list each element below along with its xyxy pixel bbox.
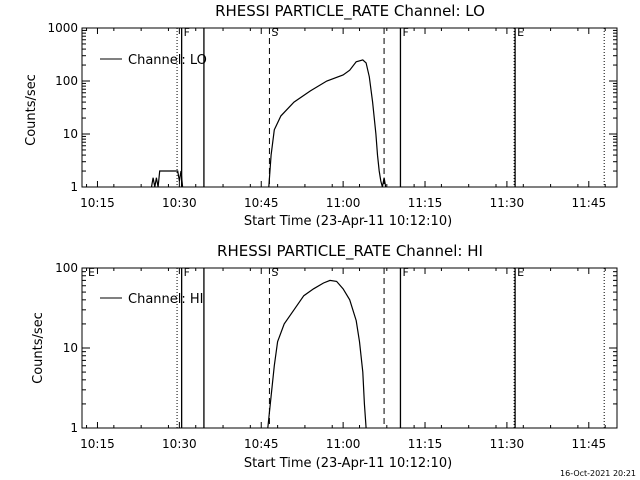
series-line xyxy=(267,279,367,429)
legend-label: Channel: HI xyxy=(128,292,204,307)
x-tick-label: 11:00 xyxy=(326,196,361,210)
x-tick-label: 11:45 xyxy=(572,196,607,210)
chart-panel-hi: RHESSI PARTICLE_RATE Channel: HI Counts/… xyxy=(31,242,618,471)
x-tick-label: 11:30 xyxy=(490,196,525,210)
x-tick-label: 10:30 xyxy=(162,196,197,210)
y-tick-label: 1 xyxy=(70,180,78,194)
y-tick-label: 1000 xyxy=(47,21,78,35)
y-tick-label: 10 xyxy=(63,341,78,355)
x-tick-label: 11:45 xyxy=(572,437,607,451)
series-line xyxy=(268,59,387,188)
y-axis-label: Counts/sec xyxy=(24,74,39,146)
chart-title: RHESSI PARTICLE_RATE Channel: HI xyxy=(217,242,483,261)
marker-label: F xyxy=(184,266,190,279)
marker-label: S xyxy=(271,266,278,279)
x-tick-label: 10:15 xyxy=(80,196,115,210)
x-tick-label: 11:15 xyxy=(408,196,443,210)
marker-label: E xyxy=(517,26,524,39)
marker-label: F xyxy=(402,266,408,279)
marker-label: S xyxy=(271,26,278,39)
x-tick-label: 10:45 xyxy=(244,437,279,451)
x-tick-label: 10:15 xyxy=(80,437,115,451)
plot-frame-rect xyxy=(81,27,618,188)
x-tick-label: 10:30 xyxy=(162,437,197,451)
series-line xyxy=(150,170,184,188)
x-tick-label: 10:45 xyxy=(244,196,279,210)
marker-label: F xyxy=(402,26,408,39)
y-tick-label: 100 xyxy=(55,261,78,275)
y-axis-label: Counts/sec xyxy=(31,312,46,384)
chart-title: RHESSI PARTICLE_RATE Channel: LO xyxy=(215,2,485,21)
x-tick-label: 11:00 xyxy=(326,437,361,451)
y-tick-label: 100 xyxy=(55,74,78,88)
x-tick-label: 11:30 xyxy=(490,437,525,451)
x-axis-label: Start Time (23-Apr-11 10:12:10) xyxy=(244,214,452,229)
timestamp-stamp: 16-Oct-2021 20:21 xyxy=(560,469,636,478)
legend-label: Channel: LO xyxy=(128,53,207,68)
marker-label: E xyxy=(517,266,524,279)
x-tick-label: 11:15 xyxy=(408,437,443,451)
marker-label: E xyxy=(88,266,95,279)
marker-label: F xyxy=(184,26,190,39)
y-tick-label: 10 xyxy=(63,127,78,141)
x-axis-label: Start Time (23-Apr-11 10:12:10) xyxy=(244,456,452,471)
y-tick-label: 1 xyxy=(70,421,78,435)
chart-panel-lo: RHESSI PARTICLE_RATE Channel: LO Counts/… xyxy=(24,2,618,229)
